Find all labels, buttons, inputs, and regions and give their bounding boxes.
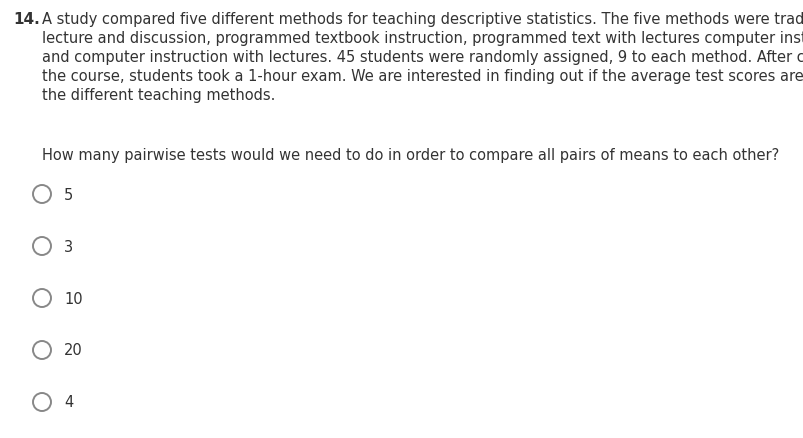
Text: 14.: 14. <box>13 12 39 27</box>
Text: the course, students took a 1-hour exam. We are interested in finding out if the: the course, students took a 1-hour exam.… <box>42 69 803 84</box>
Text: lecture and discussion, programmed textbook instruction, programmed text with le: lecture and discussion, programmed textb… <box>42 31 803 46</box>
Text: 20: 20 <box>64 343 83 358</box>
Text: 10: 10 <box>64 291 83 306</box>
Text: 3: 3 <box>64 239 73 254</box>
Text: A study compared five different methods for teaching descriptive statistics. The: A study compared five different methods … <box>42 12 803 27</box>
Text: the different teaching methods.: the different teaching methods. <box>42 88 275 103</box>
Text: 5: 5 <box>64 187 73 202</box>
Text: 4: 4 <box>64 395 73 410</box>
Text: and computer instruction with lectures. 45 students were randomly assigned, 9 to: and computer instruction with lectures. … <box>42 50 803 65</box>
Text: How many pairwise tests would we need to do in order to compare all pairs of mea: How many pairwise tests would we need to… <box>42 148 778 162</box>
